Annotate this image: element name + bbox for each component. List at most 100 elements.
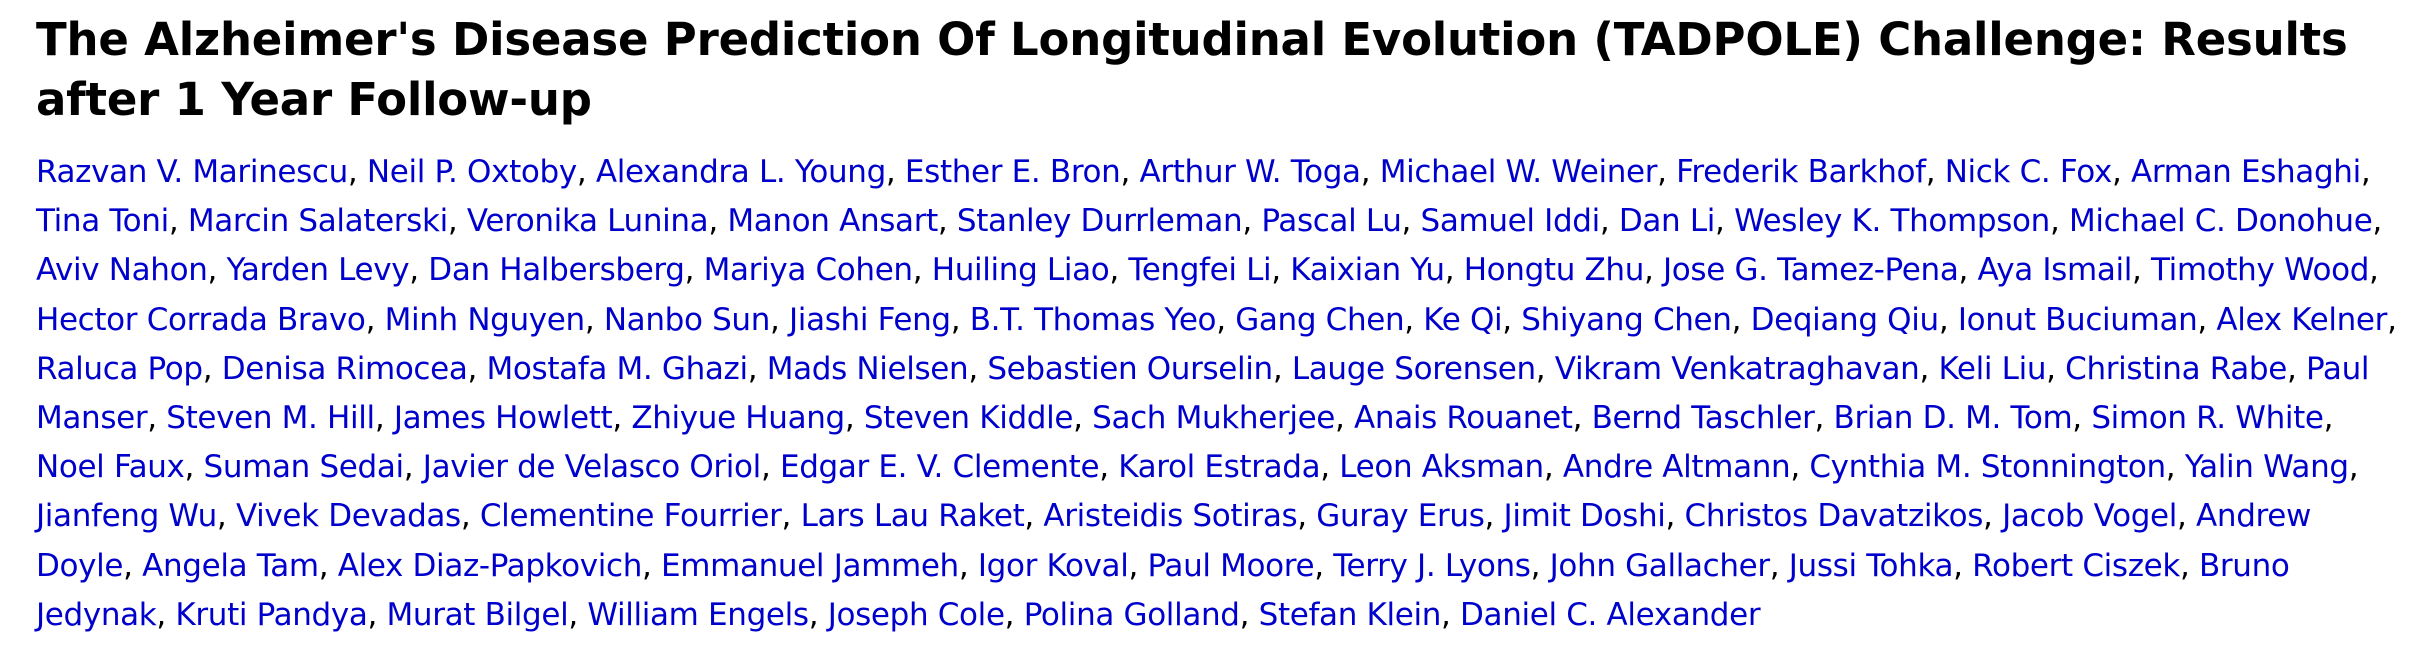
author-link[interactable]: Sach Mukherjee (1092, 400, 1336, 437)
author-link[interactable]: Hector Corrada Bravo (36, 301, 366, 338)
author-link[interactable]: John Gallacher (1549, 547, 1770, 584)
author-link[interactable]: Michael W. Weiner (1379, 154, 1658, 190)
author-link[interactable]: Razvan V. Marinescu (36, 154, 348, 190)
author-link[interactable]: Minh Nguyen (384, 301, 586, 338)
author-link[interactable]: Jiashi Feng (789, 301, 951, 338)
author-link[interactable]: Marcin Salaterski (187, 203, 448, 240)
author-link[interactable]: Alex Diaz-Papkovich (337, 547, 643, 584)
author-link[interactable]: Nick C. Fox (1944, 154, 2113, 190)
author-link[interactable]: Mariya Cohen (703, 252, 913, 289)
author-link[interactable]: Alex Kelner (2216, 301, 2388, 338)
author-link[interactable]: Keli Liu (1938, 350, 2047, 387)
author-link[interactable]: Aristeidis Sotiras (1043, 498, 1298, 535)
author-link[interactable]: Bruno Jedynak (36, 547, 2290, 633)
author-link[interactable]: Steven Kiddle (863, 400, 1074, 437)
author-link[interactable]: Denisa Rimocea (221, 350, 468, 387)
author-link[interactable]: Paul Manser (36, 350, 2370, 437)
author-link[interactable]: Cynthia M. Stonnington (1809, 449, 2166, 486)
author-link[interactable]: Mostafa M. Ghazi (486, 350, 749, 387)
author-link[interactable]: Kaixian Yu (1290, 252, 1445, 289)
author-link[interactable]: Dan Halbersberg (428, 252, 685, 289)
author-link[interactable]: Anais Rouanet (1354, 400, 1573, 437)
author-link[interactable]: Arman Eshaghi (2130, 154, 2361, 190)
author-link[interactable]: Karol Estrada (1118, 449, 1321, 486)
author-link[interactable]: Suman Sedai (203, 449, 405, 486)
author-link[interactable]: Dan Li (1618, 203, 1716, 240)
author-link[interactable]: Angela Tam (142, 547, 319, 584)
author-link[interactable]: Andrew Doyle (36, 498, 2311, 584)
author-link[interactable]: Tengfei Li (1128, 252, 1272, 289)
author-link[interactable]: Javier de Velasco Oriol (422, 449, 762, 486)
author-link[interactable]: Aya Ismail (1977, 252, 2132, 289)
author-separator: , (781, 498, 801, 535)
author-link[interactable]: Christos Davatzikos (1684, 498, 1984, 535)
author-link[interactable]: Gang Chen (1235, 301, 1405, 338)
author-link[interactable]: Deqiang Qiu (1750, 301, 1940, 338)
author-link[interactable]: B.T. Thomas Yeo (969, 301, 1217, 338)
author-link[interactable]: Brian D. M. Tom (1833, 400, 2073, 437)
author-link[interactable]: Yalin Wang (2184, 449, 2349, 486)
author-link[interactable]: Samuel Iddi (1420, 203, 1601, 240)
author-link[interactable]: Paul Moore (1147, 547, 1315, 584)
author-link[interactable]: Huiling Liao (931, 252, 1110, 289)
author-link[interactable]: Frederik Barkhof (1676, 154, 1926, 190)
author-link[interactable]: Clementine Fourrier (479, 498, 782, 535)
author-link[interactable]: Murat Bilgel (386, 596, 569, 633)
author-link[interactable]: Emmanuel Jammeh (661, 547, 959, 584)
author-link[interactable]: Wesley K. Thompson (1734, 203, 2050, 240)
author-link[interactable]: Manon Ansart (727, 203, 938, 240)
author-link[interactable]: Lauge Sorensen (1291, 350, 1536, 387)
author-link[interactable]: Stanley Durrleman (956, 203, 1243, 240)
author-link[interactable]: Raluca Pop (36, 350, 203, 387)
author-link[interactable]: Neil P. Oxtoby (366, 154, 577, 190)
author-link[interactable]: William Engels (587, 596, 809, 633)
author-link[interactable]: Vivek Devadas (235, 498, 461, 535)
author-link[interactable]: Michael C. Donohue (2068, 203, 2373, 240)
author-link[interactable]: Simon R. White (2091, 400, 2324, 437)
author-link[interactable]: Jose G. Tamez-Pena (1663, 252, 1959, 289)
author-link[interactable]: Noel Faux (36, 449, 185, 486)
author-link[interactable]: Pascal Lu (1261, 203, 1402, 240)
author-link[interactable]: Nanbo Sun (603, 301, 771, 338)
author-link[interactable]: Steven M. Hill (166, 400, 375, 437)
author-link[interactable]: Jussi Tohka (1788, 547, 1954, 584)
author-link[interactable]: Yarden Levy (226, 252, 410, 289)
author-link[interactable]: Veronika Lunina (466, 203, 709, 240)
author-link[interactable]: Igor Koval (977, 547, 1129, 584)
author-link[interactable]: Andre Altmann (1562, 449, 1791, 486)
author-link[interactable]: Jimit Doshi (1503, 498, 1666, 535)
author-link[interactable]: Christina Rabe (2065, 350, 2287, 387)
author-link[interactable]: Zhiyue Huang (631, 400, 845, 437)
author-link[interactable]: Stefan Klein (1258, 596, 1442, 633)
author-link[interactable]: Bernd Taschler (1591, 400, 1815, 437)
author-link[interactable]: James Howlett (393, 400, 613, 437)
author-link[interactable]: Edgar E. V. Clemente (779, 449, 1100, 486)
author-link[interactable]: Arthur W. Toga (1139, 154, 1361, 190)
paper-page: The Alzheimer's Disease Prediction Of Lo… (36, 0, 2406, 640)
author-link[interactable]: Shiyang Chen (1521, 301, 1732, 338)
author-link[interactable]: Vikram Venkatraghavan (1554, 350, 1920, 387)
author-link[interactable]: Polina Golland (1023, 596, 1240, 633)
author-link[interactable]: Timothy Wood (2151, 252, 2370, 289)
author-link[interactable]: Mads Nielsen (766, 350, 969, 387)
author-link[interactable]: Sebastien Ourselin (987, 350, 1273, 387)
author-separator: , (1484, 498, 1504, 535)
author-link[interactable]: Alexandra L. Young (595, 154, 886, 190)
author-link[interactable]: Lars Lau Raket (800, 498, 1025, 535)
author-link[interactable]: Ionut Buciuman (1957, 301, 2198, 338)
author-link[interactable]: Guray Erus (1316, 498, 1485, 535)
author-link[interactable]: Jacob Vogel (2002, 498, 2178, 535)
author-link[interactable]: Kruti Pandya (175, 596, 368, 633)
author-link[interactable]: Robert Ciszek (1972, 547, 2180, 584)
author-link[interactable]: Aviv Nahon (36, 252, 208, 289)
paper-title: The Alzheimer's Disease Prediction Of Lo… (36, 13, 2348, 126)
author-link[interactable]: Leon Aksman (1339, 449, 1544, 486)
author-link[interactable]: Esther E. Bron (904, 154, 1121, 190)
author-link[interactable]: Joseph Cole (827, 596, 1005, 633)
author-link[interactable]: Daniel C. Alexander (1460, 596, 1761, 633)
author-link[interactable]: Tina Toni (36, 203, 169, 240)
author-link[interactable]: Jianfeng Wu (36, 498, 217, 535)
author-link[interactable]: Ke Qi (1423, 301, 1503, 338)
author-link[interactable]: Hongtu Zhu (1463, 252, 1645, 289)
author-link[interactable]: Terry J. Lyons (1333, 547, 1531, 584)
